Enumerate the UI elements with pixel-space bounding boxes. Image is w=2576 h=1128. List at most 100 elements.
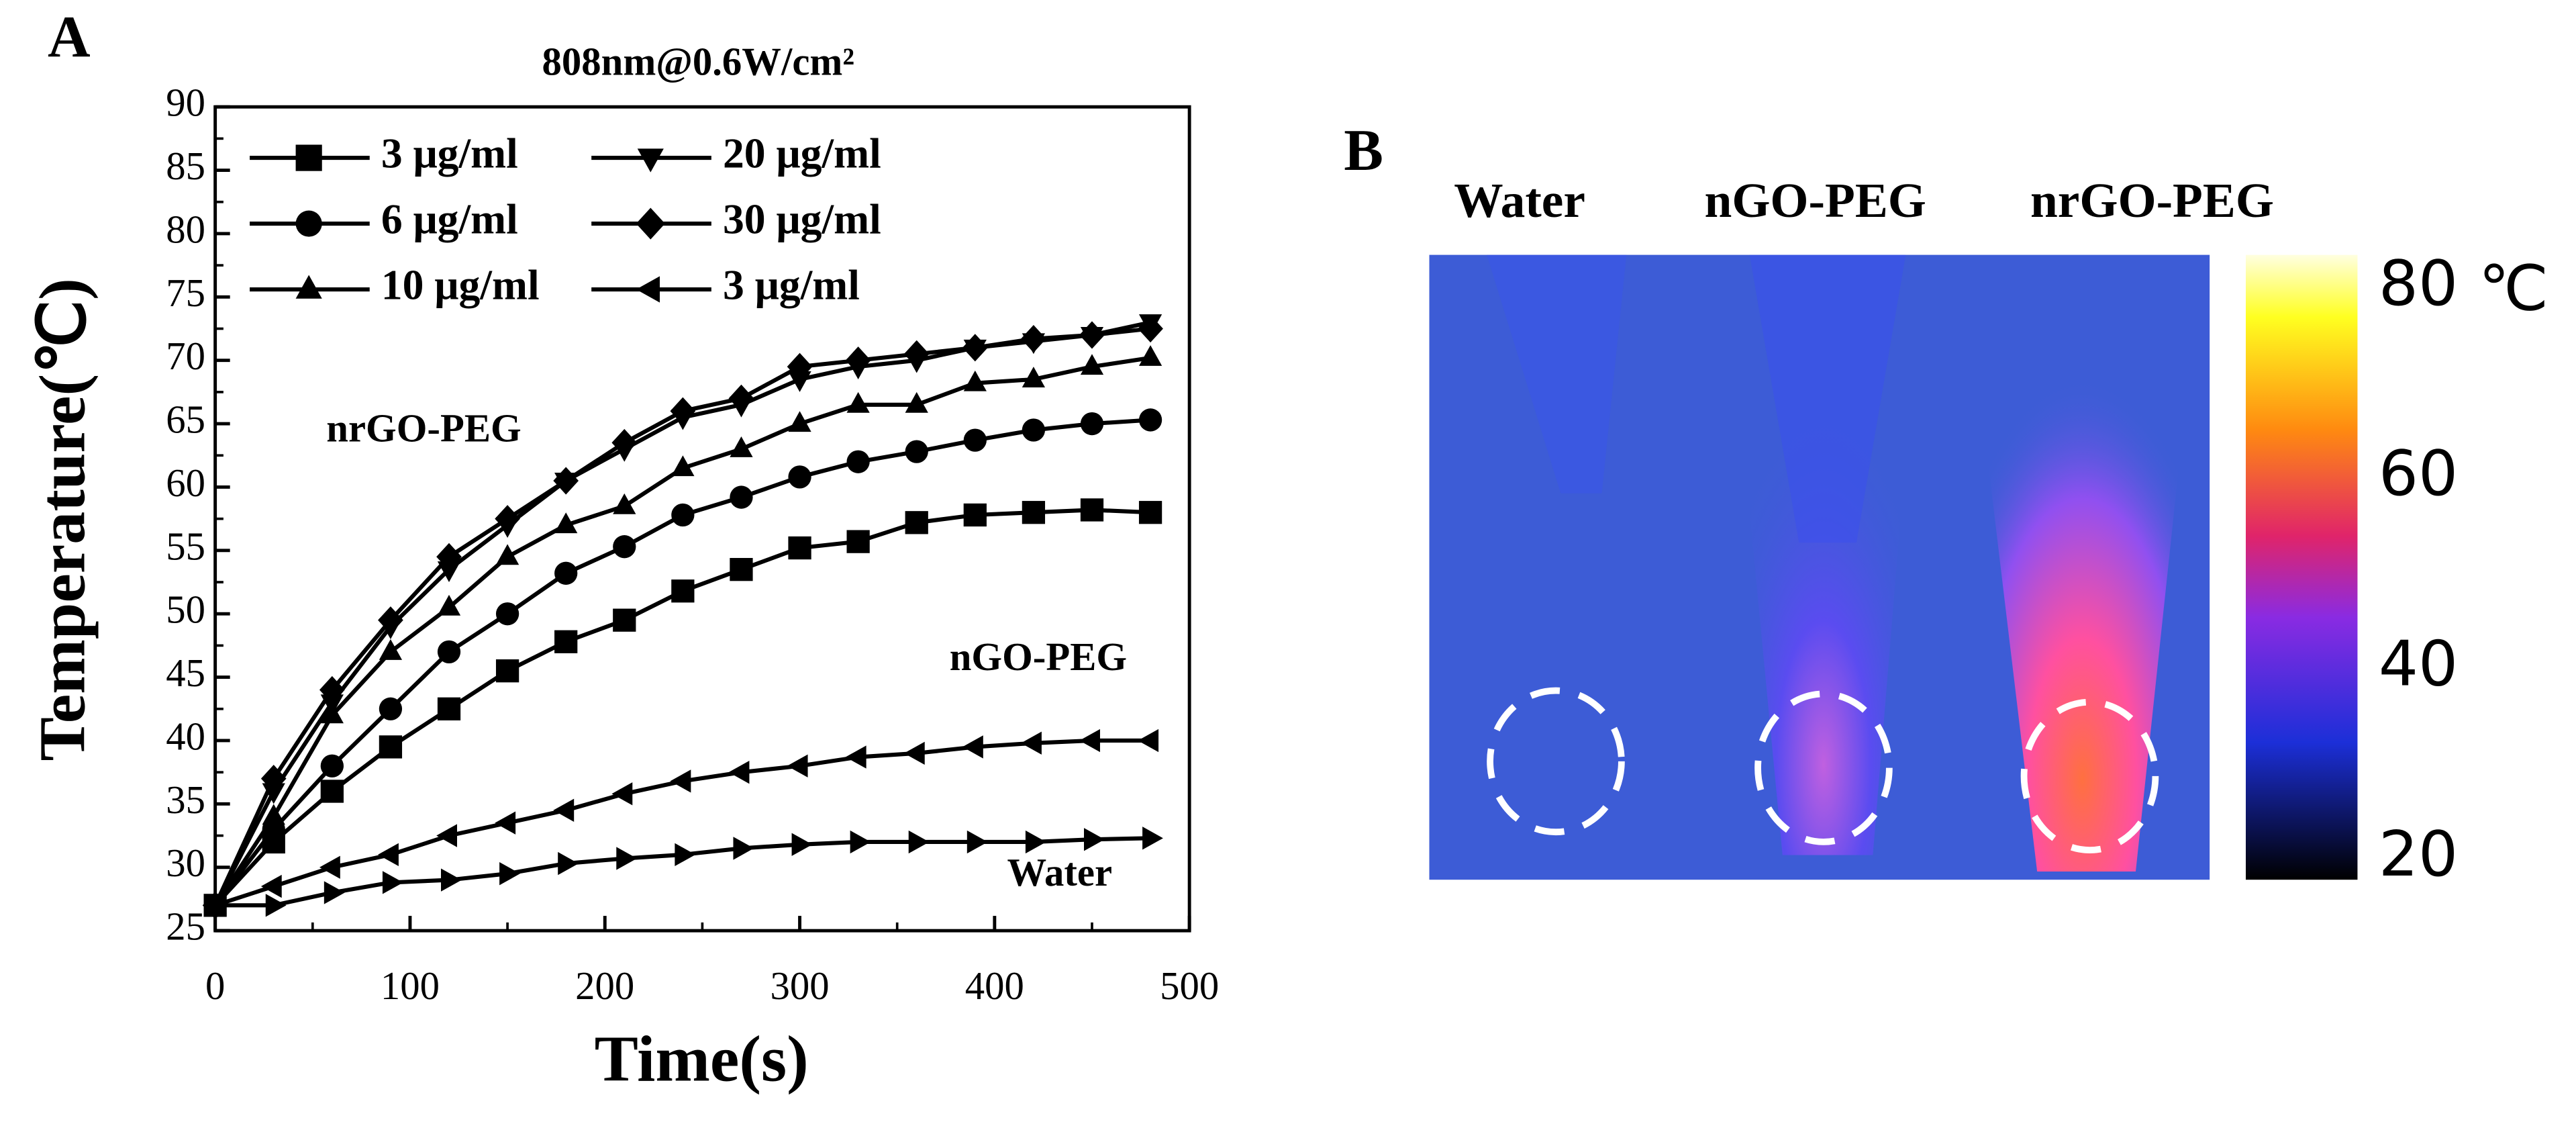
marker: [903, 741, 925, 765]
marker: [963, 428, 987, 452]
x-tick-label: 200: [575, 964, 634, 1008]
thermal-plume: [1487, 254, 1627, 493]
marker: [554, 630, 578, 653]
marker: [260, 765, 287, 793]
marker: [320, 754, 344, 778]
x-tick-label: 500: [1160, 964, 1219, 1008]
x-tick-label: 300: [770, 964, 829, 1008]
marker: [788, 371, 811, 392]
marker: [1142, 827, 1163, 850]
marker: [730, 558, 753, 581]
marker: [850, 830, 871, 854]
marker: [495, 505, 520, 533]
marker: [378, 843, 399, 867]
marker: [733, 837, 754, 860]
marker: [671, 579, 695, 603]
marker: [846, 450, 870, 473]
y-tick-label: 35: [166, 778, 205, 822]
marker: [260, 874, 282, 898]
marker: [319, 675, 345, 704]
marker: [675, 843, 696, 867]
marker: [1021, 731, 1042, 755]
marker: [1138, 314, 1163, 343]
marker: [845, 745, 866, 769]
marker: [207, 894, 228, 917]
marker: [671, 455, 695, 477]
colorbar-tick-label: 60: [2379, 437, 2458, 510]
marker: [554, 561, 578, 585]
marker: [558, 851, 579, 876]
y-tick-label: 70: [166, 334, 205, 378]
colorbar-tick-label: 20: [2379, 818, 2458, 890]
marker: [611, 428, 638, 457]
marker: [324, 881, 345, 904]
panel-label: B: [1344, 117, 1383, 183]
marker: [1022, 418, 1046, 442]
marker: [788, 536, 811, 560]
y-tick-label: 65: [166, 398, 205, 442]
marker: [845, 346, 871, 375]
x-axis-label: Time(s): [595, 1023, 809, 1095]
marker: [320, 780, 344, 803]
column-label: nGO-PEG: [1704, 173, 1926, 228]
legend-label: 3 μg/ml: [723, 261, 860, 309]
marker: [1021, 325, 1046, 353]
marker: [908, 830, 930, 854]
marker: [1083, 828, 1105, 851]
colorbar-tick-label: 40: [2379, 627, 2458, 700]
marker: [963, 370, 987, 391]
marker: [1079, 728, 1100, 753]
marker: [791, 833, 813, 856]
dashed-circle: [1487, 687, 1625, 836]
marker: [1138, 345, 1162, 366]
y-tick-label: 75: [166, 271, 205, 315]
marker: [554, 512, 578, 534]
marker: [379, 697, 403, 720]
marker: [437, 697, 461, 720]
dashed-circle: [1754, 690, 1893, 845]
y-tick-label: 80: [166, 207, 205, 251]
marker: [730, 436, 753, 457]
y-tick-label: 60: [166, 461, 205, 505]
panel-label: A: [48, 4, 91, 70]
marker: [967, 830, 988, 854]
y-tick-label: 85: [166, 144, 205, 188]
y-axis-label: Temperature(℃): [26, 278, 99, 761]
marker: [905, 391, 928, 413]
marker: [1022, 501, 1046, 524]
marker: [437, 561, 461, 583]
x-tick-label: 100: [381, 964, 440, 1008]
legend-marker: [637, 148, 664, 173]
thermal-plume: [1963, 254, 2201, 872]
colorbar: [2246, 254, 2358, 880]
marker: [788, 411, 811, 432]
column-label: nrGO-PEG: [2030, 173, 2274, 228]
legend-label: 30 μg/ml: [723, 195, 881, 243]
marker: [499, 862, 520, 886]
marker: [671, 503, 695, 527]
legend-label: 10 μg/ml: [381, 261, 540, 309]
marker: [378, 606, 403, 634]
marker: [1138, 408, 1162, 432]
y-tick-label: 90: [166, 81, 205, 125]
marker: [379, 639, 403, 660]
marker: [553, 798, 575, 822]
marker: [728, 384, 754, 412]
marker: [262, 804, 285, 825]
marker: [613, 608, 636, 632]
marker: [436, 543, 462, 571]
legend-marker: [295, 144, 322, 171]
marker: [903, 340, 930, 368]
x-tick-label: 0: [205, 964, 225, 1008]
marker: [441, 868, 462, 892]
y-tick-label: 25: [166, 905, 205, 949]
marker: [962, 334, 988, 362]
marker: [495, 659, 519, 683]
legend-marker: [295, 210, 322, 237]
marker: [1080, 354, 1104, 375]
marker: [788, 465, 811, 489]
dashed-circle: [2020, 698, 2159, 854]
marker: [787, 754, 808, 778]
thermal-image: [1429, 254, 2210, 880]
marker: [1079, 321, 1105, 349]
